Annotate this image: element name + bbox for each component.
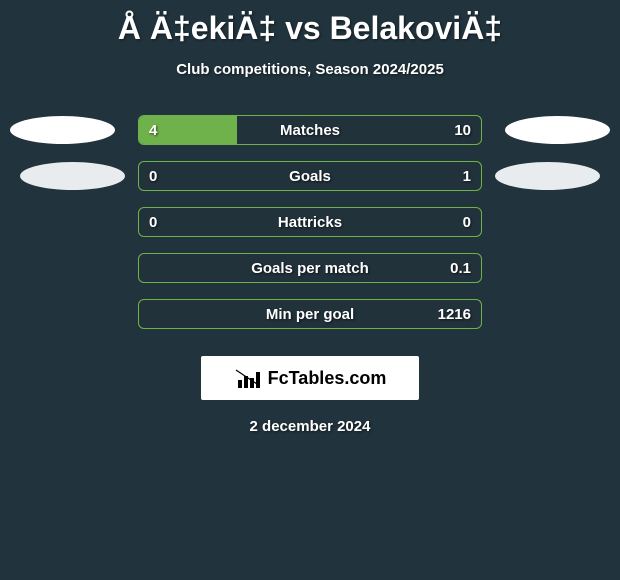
stat-label: Matches <box>139 116 481 144</box>
stat-label: Goals <box>139 162 481 190</box>
comparison-row: 0Goals1 <box>0 154 620 198</box>
comparison-row: 0Hattricks0 <box>0 200 620 244</box>
stat-label: Min per goal <box>139 300 481 328</box>
stat-right-value: 10 <box>454 116 471 144</box>
logo-text: FcTables.com <box>268 368 387 389</box>
stat-bar: Min per goal1216 <box>138 299 482 329</box>
player-left-ellipse <box>10 116 115 144</box>
stat-right-value: 0.1 <box>450 254 471 282</box>
stat-right-value: 1216 <box>438 300 471 328</box>
stat-bar: Goals per match0.1 <box>138 253 482 283</box>
stat-right-value: 0 <box>463 208 471 236</box>
stat-right-value: 1 <box>463 162 471 190</box>
page-subtitle: Club competitions, Season 2024/2025 <box>0 61 620 78</box>
page-title: Å Ä‡ekiÄ‡ vs BelakoviÄ‡ <box>0 0 620 47</box>
comparison-row: 4Matches10 <box>0 108 620 152</box>
comparison-row: Goals per match0.1 <box>0 246 620 290</box>
stat-bar: 0Goals1 <box>138 161 482 191</box>
comparison-row: Min per goal1216 <box>0 292 620 336</box>
player-right-ellipse <box>505 116 610 144</box>
comparison-region: 4Matches100Goals10Hattricks0Goals per ma… <box>0 108 620 336</box>
stat-label: Goals per match <box>139 254 481 282</box>
player-left-ellipse <box>20 162 125 190</box>
player-right-ellipse <box>495 162 600 190</box>
stat-label: Hattricks <box>139 208 481 236</box>
footer-date: 2 december 2024 <box>0 418 620 435</box>
stat-bar: 0Hattricks0 <box>138 207 482 237</box>
logo-box[interactable]: FcTables.com <box>201 356 419 400</box>
bar-chart-icon <box>234 368 262 388</box>
stat-bar: 4Matches10 <box>138 115 482 145</box>
